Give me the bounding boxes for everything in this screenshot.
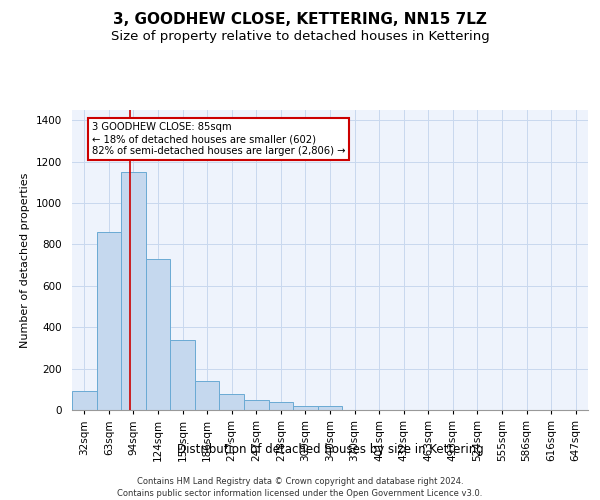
Text: 3, GOODHEW CLOSE, KETTERING, NN15 7LZ: 3, GOODHEW CLOSE, KETTERING, NN15 7LZ bbox=[113, 12, 487, 28]
Bar bbox=[269, 402, 293, 410]
Text: Distribution of detached houses by size in Kettering: Distribution of detached houses by size … bbox=[176, 442, 484, 456]
Bar bbox=[195, 381, 220, 410]
Bar bbox=[121, 172, 146, 410]
Bar bbox=[244, 400, 269, 410]
Y-axis label: Number of detached properties: Number of detached properties bbox=[20, 172, 31, 348]
Text: Contains HM Land Registry data © Crown copyright and database right 2024.: Contains HM Land Registry data © Crown c… bbox=[137, 478, 463, 486]
Bar bbox=[293, 406, 318, 410]
Bar bbox=[170, 340, 195, 410]
Bar bbox=[146, 259, 170, 410]
Bar bbox=[220, 394, 244, 410]
Text: 3 GOODHEW CLOSE: 85sqm
← 18% of detached houses are smaller (602)
82% of semi-de: 3 GOODHEW CLOSE: 85sqm ← 18% of detached… bbox=[92, 122, 345, 156]
Text: Size of property relative to detached houses in Kettering: Size of property relative to detached ho… bbox=[110, 30, 490, 43]
Bar bbox=[318, 406, 342, 410]
Bar bbox=[72, 392, 97, 410]
Text: Contains public sector information licensed under the Open Government Licence v3: Contains public sector information licen… bbox=[118, 489, 482, 498]
Bar bbox=[97, 232, 121, 410]
